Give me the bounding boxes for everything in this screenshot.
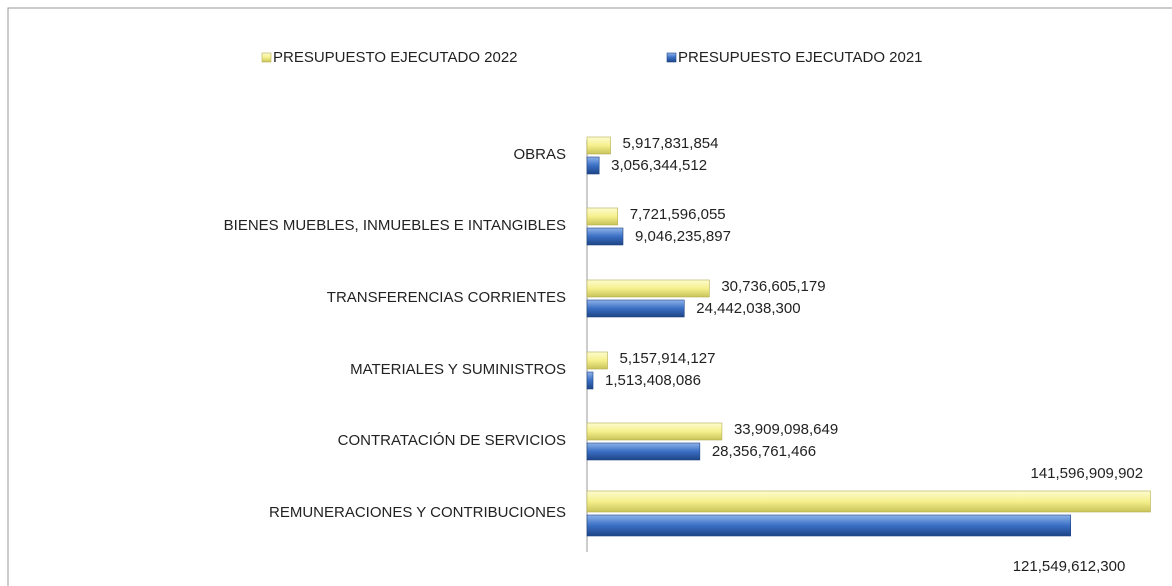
- value-label: 33,909,098,649: [734, 421, 838, 438]
- value-label: 141,596,909,902: [1030, 465, 1143, 482]
- value-label: 121,549,612,300: [1013, 558, 1126, 575]
- value-label: 30,736,605,179: [721, 278, 825, 295]
- bar: [586, 299, 685, 318]
- value-label: 9,046,235,897: [635, 228, 731, 245]
- value-label: 3,056,344,512: [611, 157, 707, 174]
- legend-swatch: [666, 52, 677, 63]
- bar: [586, 490, 1151, 513]
- bar: [586, 442, 701, 461]
- y-tick-label: MATERIALES Y SUMINISTROS: [350, 361, 566, 378]
- value-label: 5,917,831,854: [623, 135, 719, 152]
- y-tick-label: TRANSFERENCIAS CORRIENTES: [327, 289, 566, 306]
- y-tick-label: REMUNERACIONES Y CONTRIBUCIONES: [269, 504, 566, 521]
- value-label: 7,721,596,055: [630, 206, 726, 223]
- value-label: 5,157,914,127: [620, 350, 716, 367]
- y-tick-label: CONTRATACIÓN DE SERVICIOS: [338, 432, 566, 449]
- bar: [586, 227, 624, 246]
- bar: [586, 207, 619, 226]
- chart-frame: [7, 7, 1172, 586]
- bar: [586, 156, 600, 175]
- legend-label: PRESUPUESTO EJECUTADO 2021: [678, 49, 923, 66]
- value-label: 1,513,408,086: [605, 372, 701, 389]
- bar: [586, 514, 1072, 537]
- value-label: 28,356,761,466: [712, 443, 816, 460]
- bar: [586, 422, 723, 441]
- legend-swatch: [261, 52, 272, 63]
- y-tick-label: OBRAS: [513, 146, 566, 163]
- bar: [586, 371, 594, 390]
- bar: [586, 136, 611, 155]
- bar: [586, 351, 608, 370]
- value-label: 24,442,038,300: [696, 300, 800, 317]
- bar: [586, 279, 710, 298]
- legend-label: PRESUPUESTO EJECUTADO 2022: [273, 49, 518, 66]
- y-tick-label: BIENES MUEBLES, INMUEBLES E INTANGIBLES: [224, 217, 566, 234]
